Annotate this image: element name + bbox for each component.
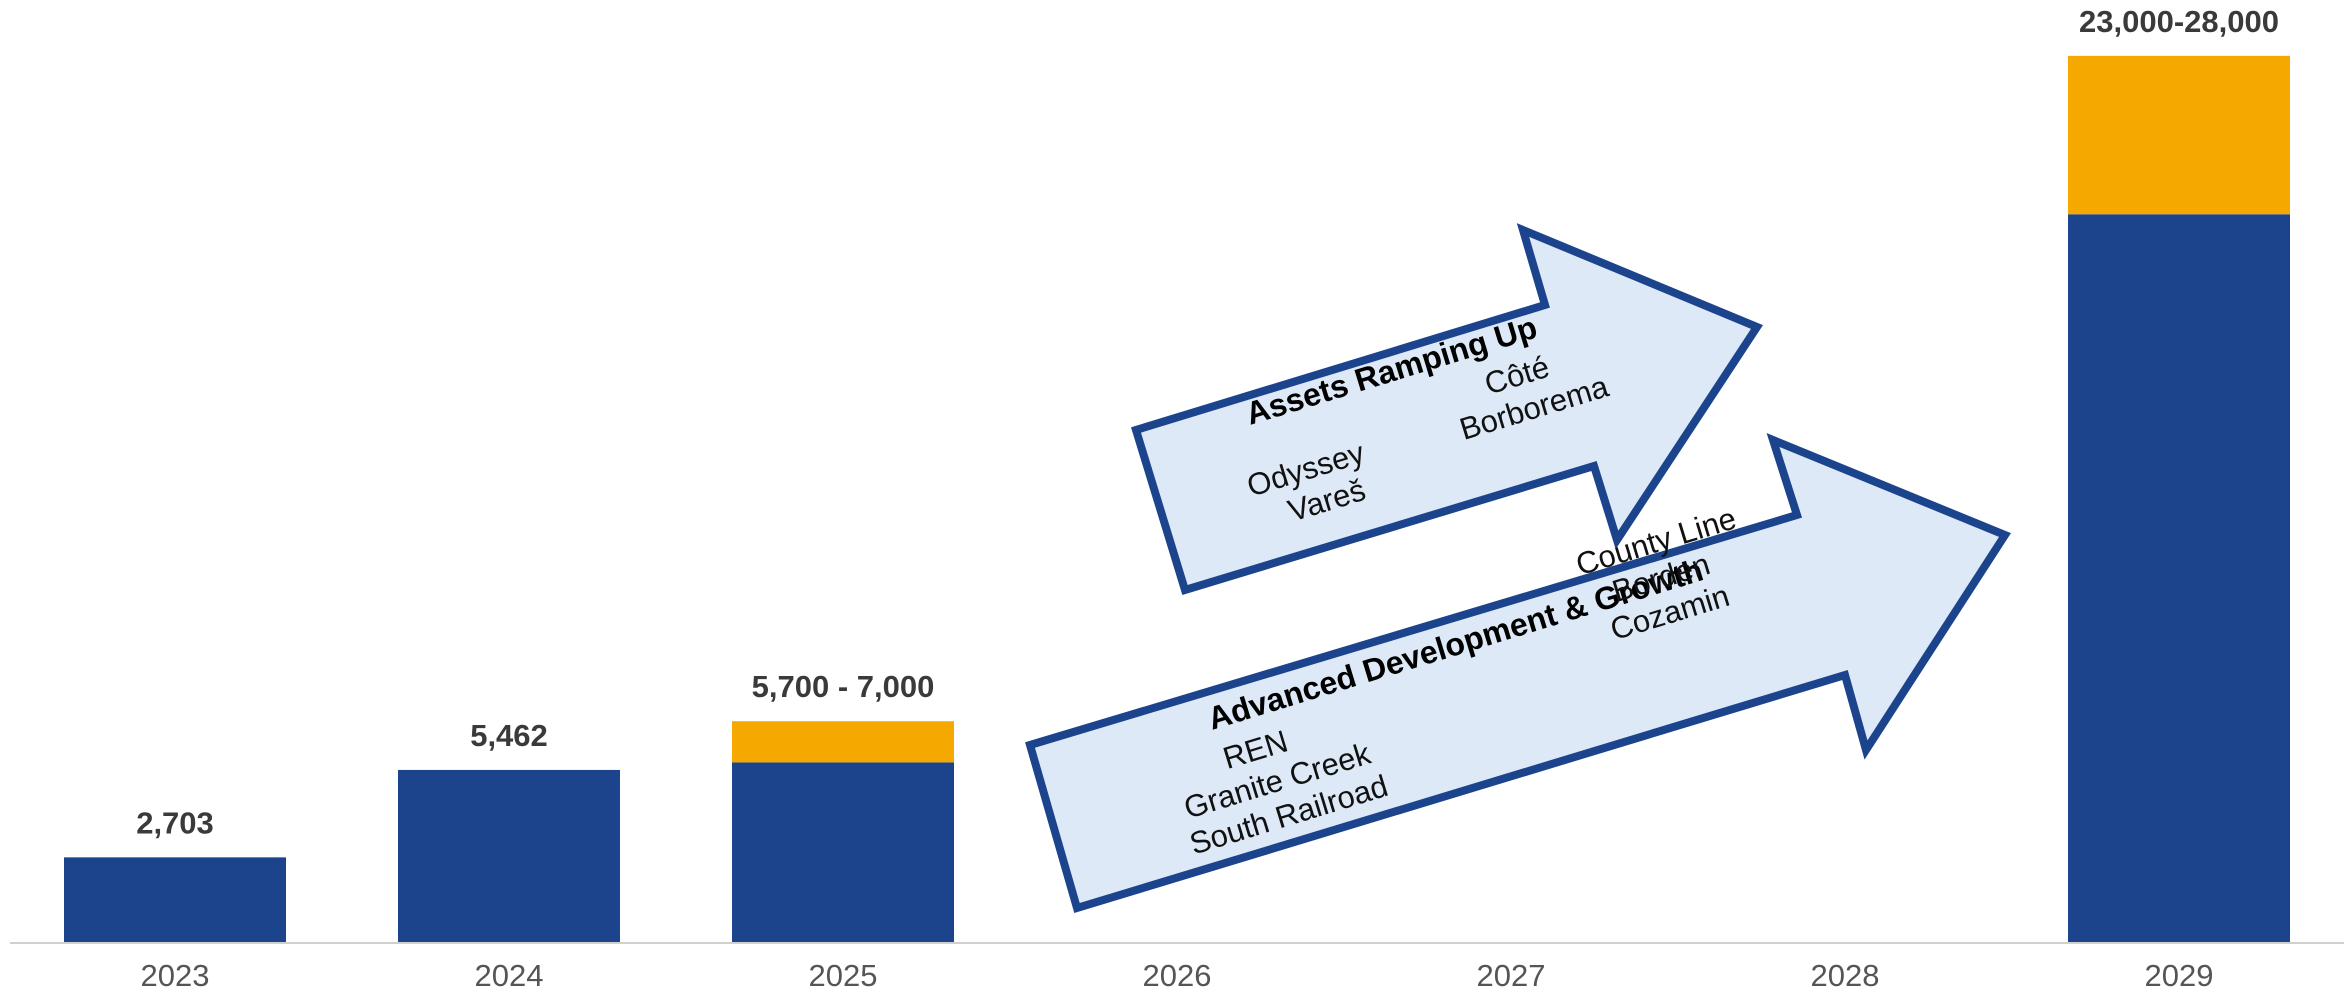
x-tick-label: 2029 [2145,958,2214,992]
bar-data-label: 23,000-28,000 [2079,4,2279,39]
bar-data-label: 2,703 [136,805,214,840]
x-tick-label: 2024 [475,958,544,992]
bar-base [732,762,954,943]
x-ticks-layer: 2023 2024 2025 2026 2027 2028 2029 [141,958,2214,992]
bar-range [732,721,954,763]
bar-base [64,857,286,943]
bar-base [398,769,620,943]
data-labels-layer: 2,703 5,462 5,700 - 7,000 23,000-28,000 [136,4,2279,841]
bars-layer [64,55,2290,943]
bar-base [2068,214,2290,943]
x-tick-label: 2026 [1143,958,1212,992]
arrow-shape [1131,223,1763,595]
bar-range [2068,55,2290,215]
arrow-shape [1025,433,2011,914]
x-tick-label: 2023 [141,958,210,992]
x-tick-label: 2025 [809,958,878,992]
bar-data-label: 5,700 - 7,000 [752,669,935,704]
bar-data-label: 5,462 [470,718,548,753]
x-tick-label: 2028 [1811,958,1880,992]
x-tick-label: 2027 [1477,958,1546,992]
